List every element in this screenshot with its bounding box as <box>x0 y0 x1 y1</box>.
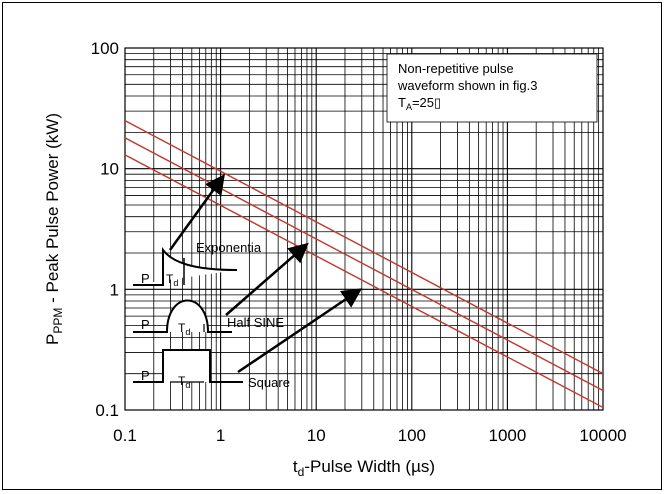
waveform-exponential-t: Td <box>166 272 178 288</box>
annotation-line2: waveform shown in fig.3 <box>397 78 537 93</box>
annotation-line3: TA=25▯ <box>398 95 441 112</box>
arrows <box>168 173 363 374</box>
y-tick-label: 10 <box>100 160 119 179</box>
y-axis-label: PPPM - Peak Pulse Power (kW) <box>43 113 65 345</box>
x-tick-label: 1000 <box>488 426 526 445</box>
figure-frame <box>2 2 662 490</box>
waveform-half-sine-label: Half SINE <box>227 315 284 330</box>
annotation-box <box>386 53 598 123</box>
x-tick-label: 1 <box>216 426 225 445</box>
waveform-square-p: P <box>141 368 150 383</box>
series-group <box>124 120 604 409</box>
annotation-t: T <box>398 95 406 110</box>
annotation-line1: Non-repetitive pulse <box>398 61 514 76</box>
waveform-square-label: Square <box>248 375 290 390</box>
waveform-half-sine-t: Td <box>178 321 190 337</box>
waveform-exponential <box>133 247 238 286</box>
x-tick-label: 100 <box>398 426 426 445</box>
waveform-exponential-p: P <box>141 271 150 286</box>
series-line-3 <box>124 154 604 409</box>
waveform-square-t: Td <box>178 374 190 390</box>
x-tick-label: 0.1 <box>113 426 137 445</box>
y-tick-label: 1 <box>110 280 119 299</box>
annotation-t-sub: A <box>406 102 412 112</box>
y-tick-label: 0.1 <box>95 401 119 420</box>
tick-labels: 0.1 1 10 100 1000 10000 0.1 1 10 100 <box>91 39 627 445</box>
waveform-half-sine-p: P <box>141 317 150 332</box>
y-tick-label: 100 <box>91 39 119 58</box>
x-axis-label: td-Pulse Width (µs) <box>293 457 435 479</box>
x-tick-label: 10000 <box>579 426 626 445</box>
waveform-square <box>133 349 243 383</box>
arrow-half-sine <box>225 242 309 316</box>
arrow-square <box>237 288 363 374</box>
series-line-2 <box>124 137 604 392</box>
series-line-1 <box>124 120 604 375</box>
waveform-exponential-label: Exponentia <box>196 240 262 255</box>
x-tick-label: 10 <box>307 426 326 445</box>
annotation-t-rest: =25▯ <box>412 95 441 110</box>
waveform-half-sine <box>133 299 232 333</box>
plot-border <box>124 47 604 411</box>
arrow-exponential <box>168 173 225 251</box>
